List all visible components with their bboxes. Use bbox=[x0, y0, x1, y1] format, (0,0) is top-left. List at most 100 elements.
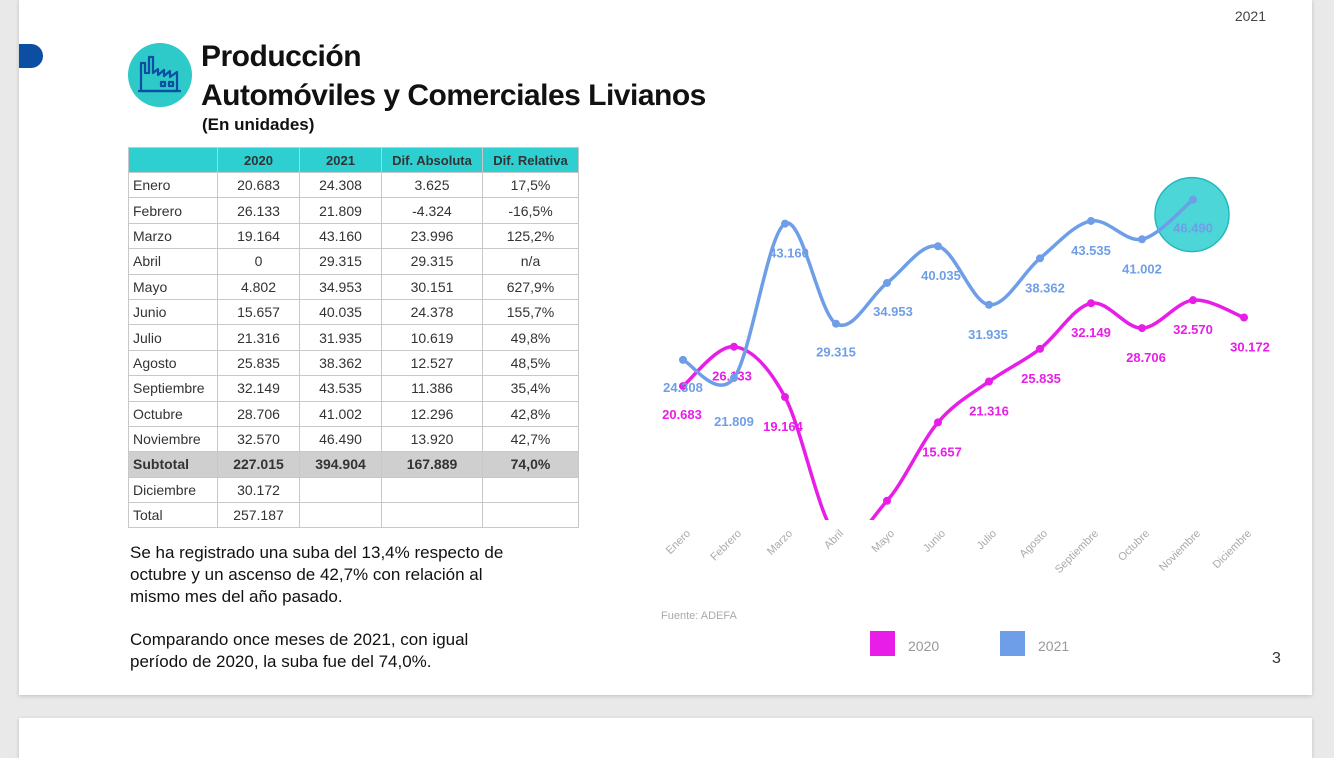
table-row: Enero 20.683 24.308 3.625 17,5% bbox=[128, 171, 579, 199]
data-point-2021-agosto bbox=[1036, 254, 1044, 263]
data-point-2021-marzo bbox=[781, 219, 789, 228]
month-cell: Junio bbox=[128, 298, 218, 326]
data-label-2021-junio: 40.035 bbox=[921, 268, 961, 283]
data-label-2021-febrero: 21.809 bbox=[714, 414, 754, 429]
data-point-2020-diciembre bbox=[1240, 313, 1248, 322]
data-label-2021-octubre: 41.002 bbox=[1122, 261, 1162, 276]
value-cell bbox=[299, 502, 382, 529]
value-cell: 257.187 bbox=[217, 502, 300, 529]
value-cell: 227.015 bbox=[217, 451, 300, 478]
paragraph-1-line: Se ha registrado una suba del 13,4% resp… bbox=[130, 543, 504, 562]
legend-swatch-2021 bbox=[1000, 631, 1025, 656]
value-cell: 0 bbox=[217, 248, 300, 275]
table-row: Abril 0 29.315 29.315 n/a bbox=[128, 248, 579, 275]
data-label-2021-mayo: 34.953 bbox=[873, 304, 913, 319]
x-tick-label: Marzo bbox=[765, 528, 795, 558]
value-cell: 32.570 bbox=[217, 425, 300, 453]
legend-label-2021: 2021 bbox=[1038, 638, 1070, 654]
paragraph-1: Se ha registrado una suba del 13,4% resp… bbox=[130, 542, 503, 608]
value-cell: 12.296 bbox=[381, 400, 483, 427]
value-cell: 49,8% bbox=[482, 324, 579, 351]
value-cell: 21.316 bbox=[217, 324, 300, 351]
month-cell: Julio bbox=[128, 324, 218, 351]
value-cell: 43.535 bbox=[299, 375, 382, 402]
data-label-2020-junio: 15.657 bbox=[922, 444, 962, 459]
value-cell: 30.172 bbox=[217, 476, 300, 504]
value-cell: 34.953 bbox=[299, 273, 382, 300]
data-point-2020-enero bbox=[679, 382, 687, 391]
page-title: Producción Automóviles y Comerciales Liv… bbox=[201, 37, 706, 115]
table-row: Diciembre 30.172 bbox=[128, 476, 579, 504]
table-header-cell: 2021 bbox=[299, 147, 382, 173]
month-cell: Total bbox=[128, 502, 218, 529]
value-cell: 24.308 bbox=[299, 171, 382, 199]
x-tick-label: Diciembre bbox=[1211, 528, 1254, 571]
paragraph-2-line: período de 2020, la suba fue del 74,0%. bbox=[130, 652, 432, 671]
data-label-2020-diciembre: 30.172 bbox=[1230, 340, 1270, 355]
data-label-2020-julio: 21.316 bbox=[969, 403, 1009, 418]
value-cell: 167.889 bbox=[381, 451, 483, 478]
data-label-2020-marzo: 19.164 bbox=[763, 419, 804, 434]
highlight-circle-noviembre-2021 bbox=[1154, 176, 1230, 253]
value-cell: -16,5% bbox=[482, 197, 579, 224]
value-cell: 19.164 bbox=[217, 222, 300, 250]
data-label-2020-octubre: 28.706 bbox=[1126, 350, 1166, 365]
value-cell: 28.706 bbox=[217, 400, 300, 427]
x-tick-label: Septiembre bbox=[1053, 528, 1101, 576]
table-row: Noviembre 32.570 46.490 13.920 42,7% bbox=[128, 425, 579, 453]
table-body: Enero 20.683 24.308 3.625 17,5% Febrero 26.133… bbox=[128, 171, 579, 529]
paragraph-1-line: octubre y un ascenso de 42,7% con relaci… bbox=[130, 565, 483, 584]
x-tick-label: Julio bbox=[975, 528, 999, 552]
data-label-2021-enero: 24.308 bbox=[663, 380, 703, 395]
subtotal-row: Subtotal 227.015 394.904 167.889 74,0% bbox=[128, 451, 579, 478]
table-header-row: 2020 2021 Dif. Absoluta Dif. Relativa bbox=[128, 147, 579, 173]
value-cell: -4.324 bbox=[381, 197, 483, 224]
data-label-2020-noviembre: 32.570 bbox=[1173, 322, 1213, 337]
x-tick-label: Noviembre bbox=[1157, 528, 1203, 574]
x-tick-label: Enero bbox=[664, 528, 693, 557]
data-label-2020-agosto: 25.835 bbox=[1021, 371, 1061, 386]
table-row: Julio 21.316 31.935 10.619 49,8% bbox=[128, 324, 579, 351]
value-cell: 17,5% bbox=[482, 171, 579, 199]
table-row: Febrero 26.133 21.809 -4.324 -16,5% bbox=[128, 197, 579, 224]
data-label-2020-enero: 20.683 bbox=[662, 407, 702, 422]
table-header-cell: Dif. Absoluta bbox=[381, 147, 483, 173]
legend-label-2020: 2020 bbox=[908, 638, 940, 654]
paragraph-1-line: mismo mes del año pasado. bbox=[130, 587, 343, 606]
data-label-2021-marzo: 43.160 bbox=[769, 246, 809, 261]
data-point-2021-julio bbox=[985, 300, 993, 309]
value-cell: 20.683 bbox=[217, 171, 300, 199]
data-point-2020-febrero bbox=[730, 342, 738, 351]
data-point-2021-mayo bbox=[883, 278, 891, 287]
x-tick-label: Agosto bbox=[1017, 528, 1050, 561]
data-point-2020-octubre bbox=[1138, 324, 1146, 333]
x-tick-label: Mayo bbox=[870, 528, 898, 556]
value-cell: 48,5% bbox=[482, 349, 579, 377]
data-point-2020-julio bbox=[985, 377, 993, 386]
x-tick-label: Febrero bbox=[708, 528, 744, 564]
table-row: Agosto 25.835 38.362 12.527 48,5% bbox=[128, 349, 579, 377]
data-point-2021-junio bbox=[934, 242, 942, 251]
production-table: 2020 2021 Dif. Absoluta Dif. Relativa Enero… bbox=[128, 147, 579, 529]
value-cell: 35,4% bbox=[482, 375, 579, 402]
data-point-2021-abril bbox=[832, 319, 840, 328]
value-cell: 74,0% bbox=[482, 451, 579, 478]
data-label-2021-agosto: 38.362 bbox=[1025, 280, 1065, 295]
legend-swatch-2020 bbox=[870, 631, 895, 656]
value-cell bbox=[482, 502, 579, 529]
data-point-2020-noviembre bbox=[1189, 296, 1197, 305]
chart-source: Fuente: ADEFA bbox=[661, 610, 737, 622]
data-label-2021-julio: 31.935 bbox=[968, 327, 1008, 342]
data-point-2020-mayo bbox=[883, 496, 891, 505]
paragraph-2: Comparando once meses de 2021, con igual… bbox=[130, 629, 468, 673]
data-label-2021-abril: 29.315 bbox=[816, 345, 856, 360]
table-row: Total 257.187 bbox=[128, 502, 579, 529]
title-line-1: Producción bbox=[201, 40, 362, 73]
table-row: Septiembre 32.149 43.535 11.386 35,4% bbox=[128, 375, 579, 402]
value-cell: 394.904 bbox=[299, 451, 382, 478]
paragraph-2-line: Comparando once meses de 2021, con igual bbox=[130, 630, 469, 649]
value-cell: 46.490 bbox=[299, 425, 382, 453]
value-cell: 32.149 bbox=[217, 375, 300, 402]
value-cell: 42,8% bbox=[482, 400, 579, 427]
